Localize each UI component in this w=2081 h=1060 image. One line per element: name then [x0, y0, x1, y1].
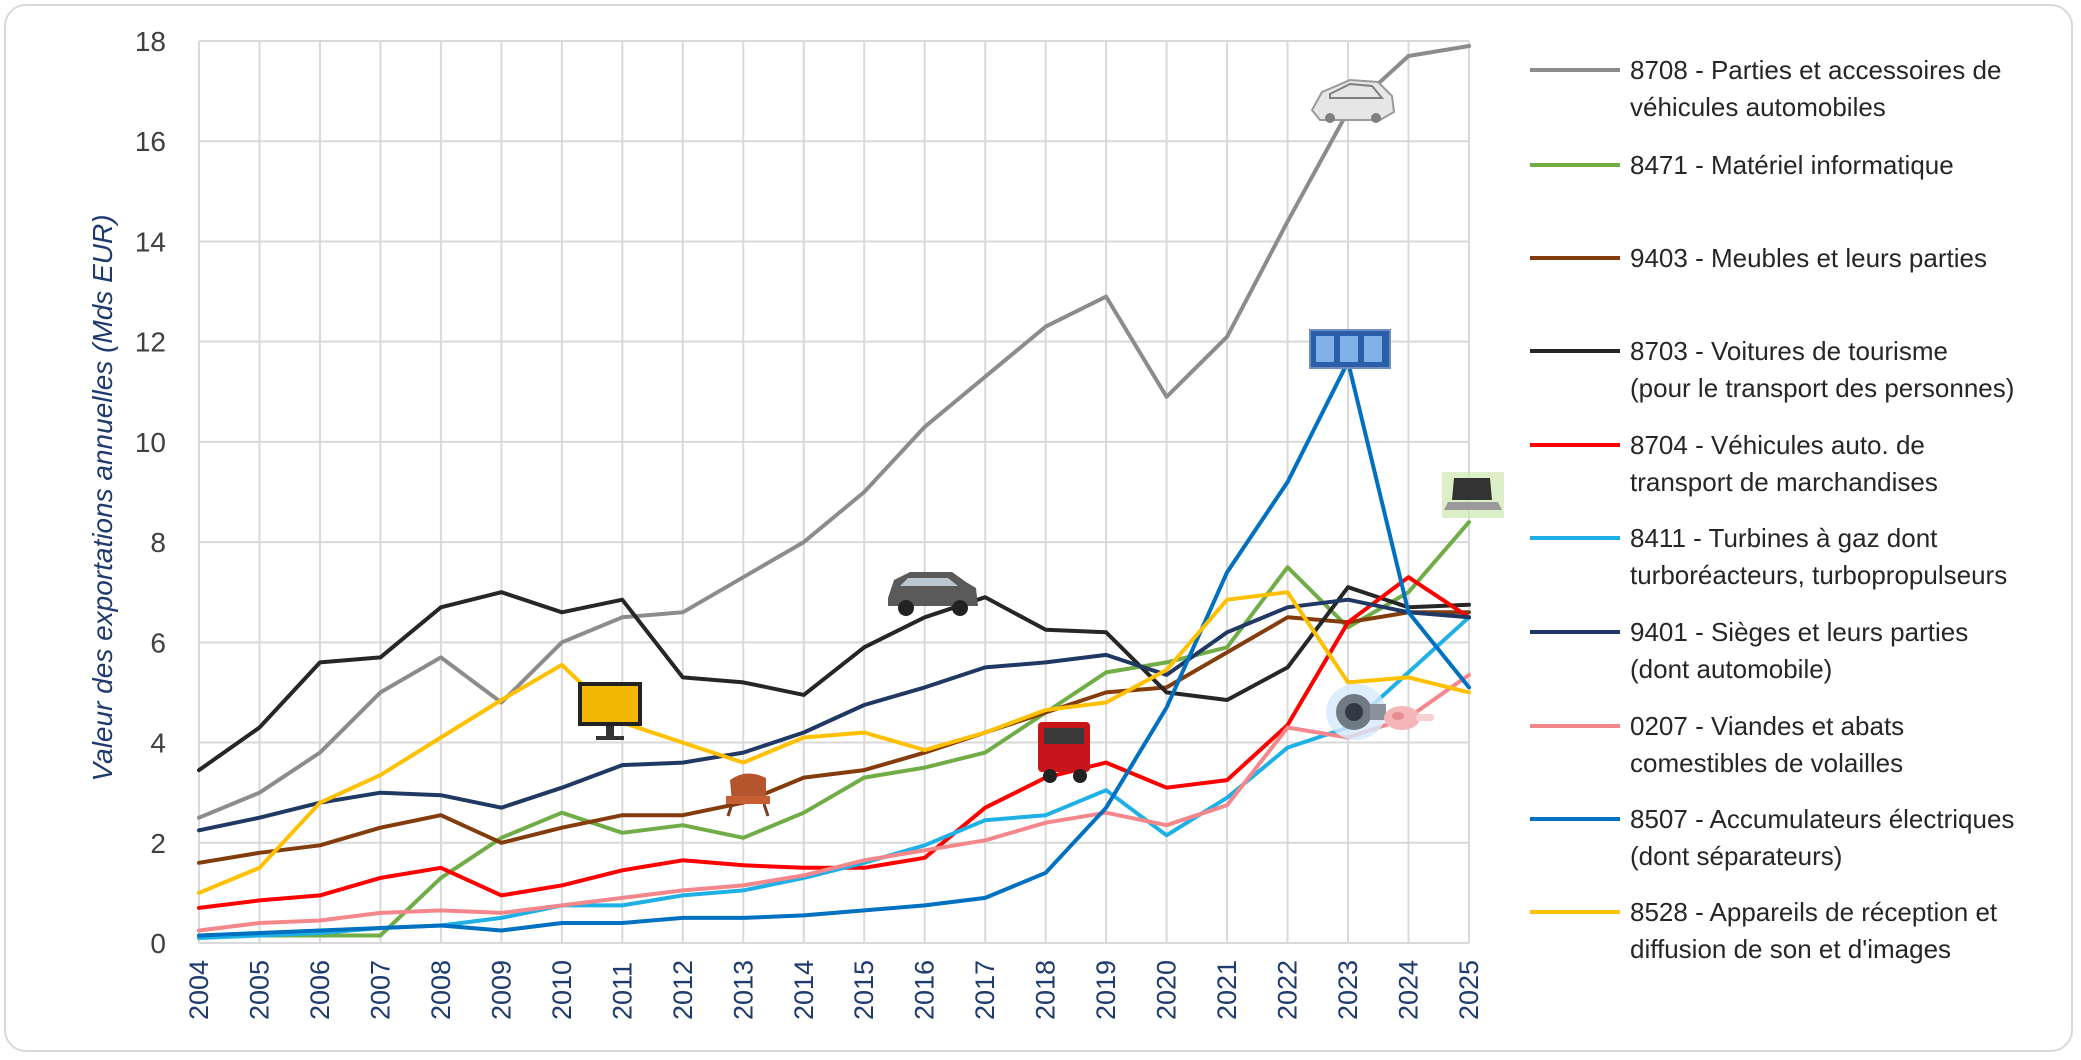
- legend-label: 9403 - Meubles et leurs parties: [1630, 243, 1987, 273]
- legend-label-line2: (dont automobile): [1630, 654, 1832, 684]
- x-tick-label: 2024: [1394, 960, 1424, 1020]
- x-tick-label: 2005: [244, 960, 274, 1020]
- x-tick-label: 2014: [789, 960, 819, 1020]
- x-tick-label: 2006: [305, 960, 335, 1020]
- x-tick-label: 2015: [849, 960, 879, 1020]
- x-tick-label: 2013: [728, 960, 758, 1020]
- x-tick-label: 2010: [547, 960, 577, 1020]
- series-line-7: [197, 672, 1471, 933]
- x-tick-label: 2020: [1152, 960, 1182, 1020]
- legend-label: 8507 - Accumulateurs électriques: [1630, 804, 2014, 834]
- poultry-icon: [1384, 706, 1434, 730]
- car-icon: [888, 572, 978, 616]
- legend-label-line2: transport de marchandises: [1630, 467, 1938, 497]
- x-tick-label: 2018: [1031, 960, 1061, 1020]
- y-tick-label: 10: [135, 427, 166, 458]
- x-tick-label: 2012: [668, 960, 698, 1020]
- x-tick-label: 2016: [910, 960, 940, 1020]
- truck-icon: [1038, 722, 1090, 783]
- x-tick-label: 2008: [426, 960, 456, 1020]
- series-line-9: [197, 590, 1471, 895]
- monitor-icon: [578, 682, 642, 740]
- x-tick-label: 2023: [1333, 960, 1363, 1020]
- y-axis-ticks: 0 2 4 6 8 10 12 14 16 18: [135, 26, 166, 959]
- legend-label-line2: véhicules automobiles: [1630, 92, 1886, 122]
- legend-label: 8704 - Véhicules auto. de: [1630, 430, 1925, 460]
- series-line-1: [197, 520, 1471, 938]
- y-tick-label: 14: [135, 226, 166, 257]
- series-lines: [197, 44, 1471, 940]
- x-tick-label: 2004: [184, 960, 214, 1020]
- legend-label: 8528 - Appareils de réception et: [1630, 897, 1998, 927]
- legend-label-line2: (pour le transport des personnes): [1630, 373, 2014, 403]
- legend-label: 8708 - Parties et accessoires de: [1630, 55, 2001, 85]
- legend-label-line2: (dont séparateurs): [1630, 841, 1842, 871]
- y-tick-label: 4: [150, 728, 166, 759]
- y-tick-label: 8: [150, 527, 166, 558]
- series-line-2: [197, 610, 1471, 865]
- legend-label-line2: comestibles de volailles: [1630, 748, 1903, 778]
- armchair-icon: [726, 773, 770, 817]
- legend-label: 9401 - Sièges et leurs parties: [1630, 617, 1968, 647]
- x-tick-label: 2022: [1273, 960, 1303, 1020]
- legend-label: 8471 - Matériel informatique: [1630, 150, 1954, 180]
- legend-label-line2: diffusion de son et d'images: [1630, 934, 1951, 964]
- y-tick-label: 2: [150, 828, 166, 859]
- y-tick-label: 18: [135, 26, 166, 57]
- legend-label: 8703 - Voitures de tourisme: [1630, 336, 1948, 366]
- y-tick-label: 0: [150, 928, 166, 959]
- y-tick-label: 16: [135, 126, 166, 157]
- laptop-icon: [1442, 472, 1504, 518]
- series-line-5: [197, 615, 1471, 940]
- turbine-icon: [1326, 684, 1386, 740]
- product-icons: [578, 78, 1504, 817]
- gridlines: [198, 40, 1470, 944]
- series-line-0: [197, 44, 1471, 820]
- series-line-6: [197, 597, 1471, 833]
- x-tick-label: 2017: [970, 960, 1000, 1020]
- y-tick-label: 6: [150, 627, 166, 658]
- y-tick-label: 12: [135, 327, 166, 358]
- legend-label-line2: turboréacteurs, turbopropulseurs: [1630, 560, 2007, 590]
- legend-label: 8411 - Turbines à gaz dont: [1630, 523, 1938, 553]
- x-tick-label: 2019: [1091, 960, 1121, 1020]
- x-tick-label: 2007: [365, 960, 395, 1020]
- legend-label: 0207 - Viandes et abats: [1630, 711, 1904, 741]
- x-tick-label: 2021: [1212, 960, 1242, 1020]
- x-axis-ticks: 2004 2005 2006 2007 2008 2009 2010 2011 2012 2013…: [184, 960, 1484, 1020]
- x-tick-label: 2025: [1454, 960, 1484, 1020]
- battery-pack-icon: [1309, 329, 1391, 369]
- series-line-3: [197, 585, 1471, 773]
- legend: 8708 - Parties et accessoires de véhicule…: [1530, 55, 2014, 964]
- y-axis-label: Valeur des exportations annuelles (Mds E…: [87, 214, 118, 781]
- car-body-icon: [1310, 78, 1396, 123]
- series-line-8: [197, 359, 1471, 938]
- x-tick-label: 2009: [486, 960, 516, 1020]
- x-tick-label: 2011: [607, 962, 637, 1020]
